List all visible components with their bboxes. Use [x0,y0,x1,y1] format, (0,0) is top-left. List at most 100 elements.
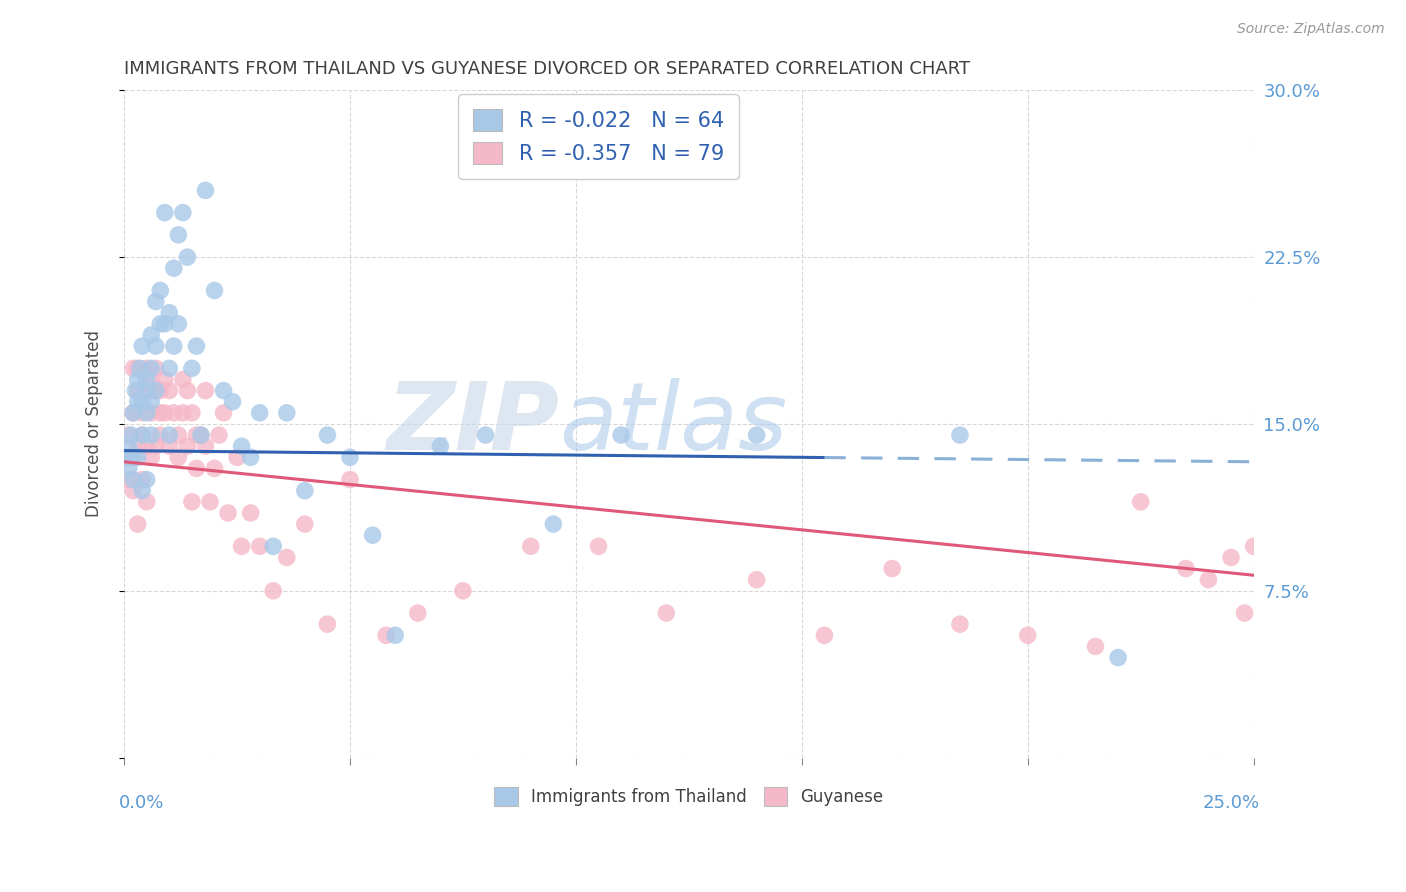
Point [127,517,149,532]
Point [882,561,904,575]
Point [122,361,145,376]
Point [745,428,768,442]
Point [249,539,271,553]
Point [172,406,194,420]
Point [239,450,262,465]
Point [127,384,149,398]
Point [294,517,316,532]
Point [176,439,198,453]
Point [153,406,176,420]
Point [149,284,172,298]
Point [122,483,145,498]
Point [172,205,194,219]
Point [745,573,768,587]
Point [149,406,172,420]
Point [163,339,186,353]
Point [186,461,208,475]
Point [186,428,208,442]
Point [135,406,157,420]
Point [180,406,202,420]
Point [167,317,190,331]
Point [172,372,194,386]
Point [167,227,190,242]
Point [316,617,339,632]
Point [190,428,212,442]
Point [1017,628,1039,642]
Point [131,473,153,487]
Point [131,483,153,498]
Point [180,495,202,509]
Text: IMMIGRANTS FROM THAILAND VS GUYANESE DIVORCED OR SEPARATED CORRELATION CHART: IMMIGRANTS FROM THAILAND VS GUYANESE DIV… [124,60,970,78]
Point [149,384,172,398]
Point [153,205,176,219]
Point [135,384,157,398]
Point [157,384,180,398]
Point [122,473,145,487]
Point [1233,606,1256,620]
Point [226,450,249,465]
Point [122,406,145,420]
Point [474,428,496,442]
Point [217,506,239,520]
Point [118,461,141,475]
Point [208,428,231,442]
Point [157,428,180,442]
Point [949,428,972,442]
Point [588,539,610,553]
Legend: Immigrants from Thailand, Guyanese: Immigrants from Thailand, Guyanese [488,780,890,813]
Text: 25.0%: 25.0% [1202,795,1260,813]
Point [276,406,298,420]
Point [239,506,262,520]
Point [135,361,157,376]
Point [190,428,212,442]
Text: Source: ZipAtlas.com: Source: ZipAtlas.com [1237,22,1385,37]
Point [145,384,167,398]
Point [1251,561,1274,575]
Point [276,550,298,565]
Point [212,406,235,420]
Point [129,361,152,376]
Point [141,450,163,465]
Point [120,450,142,465]
Point [118,428,141,442]
Point [198,495,221,509]
Point [153,372,176,386]
Point [163,406,186,420]
Point [124,384,146,398]
Point [1107,650,1129,665]
Point [127,372,149,386]
Text: ZIP: ZIP [387,378,560,470]
Point [118,473,141,487]
Point [141,372,163,386]
Point [131,428,153,442]
Point [294,483,316,498]
Point [194,183,217,197]
Point [204,284,226,298]
Point [1197,573,1219,587]
Point [163,261,186,276]
Point [1243,539,1265,553]
Point [167,428,190,442]
Point [451,583,474,598]
Point [141,394,163,409]
Point [610,428,633,442]
Point [131,406,153,420]
Point [519,539,541,553]
Point [157,439,180,453]
Point [194,439,217,453]
Point [262,583,284,598]
Point [127,361,149,376]
Point [145,294,167,309]
Point [157,361,180,376]
Point [316,428,339,442]
Point [118,439,141,453]
Point [127,394,149,409]
Point [145,361,167,376]
Point [1265,539,1288,553]
Point [249,406,271,420]
Point [176,250,198,264]
Point [204,461,226,475]
Point [655,606,678,620]
Point [141,361,163,376]
Point [167,450,190,465]
